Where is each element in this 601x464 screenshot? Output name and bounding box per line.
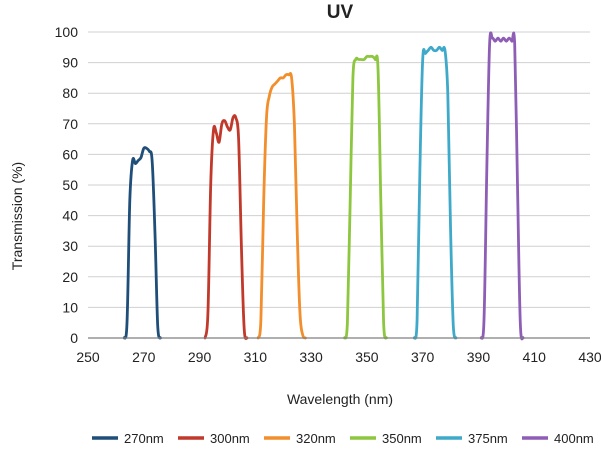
- y-tick-labels: 0 10 20 30 40 50 60 70 80 90 100: [55, 24, 79, 346]
- x-tick-label: 390: [467, 349, 491, 365]
- y-tick-label: 80: [62, 85, 78, 101]
- x-tick-label: 430: [578, 349, 601, 365]
- legend-label: 270nm: [124, 431, 164, 446]
- x-tick-label: 350: [355, 349, 379, 365]
- y-tick-label: 90: [62, 55, 78, 71]
- series-line-270nm: [122, 146, 162, 340]
- y-tick-label: 100: [55, 24, 79, 40]
- x-tick-label: 370: [411, 349, 435, 365]
- y-tick-label: 50: [62, 177, 78, 193]
- legend-label: 400nm: [554, 431, 594, 446]
- y-axis-label: Transmission (%): [9, 162, 25, 270]
- grid-layer: [88, 31, 590, 308]
- series-line-350nm: [343, 54, 388, 340]
- x-tick-labels: 250 270 290 310 330 350 370 390 410 430: [76, 349, 601, 365]
- legend-label: 375nm: [468, 431, 508, 446]
- legend-label: 350nm: [382, 431, 422, 446]
- series-line-375nm: [412, 45, 458, 340]
- y-tick-label: 60: [62, 146, 78, 162]
- legend-label: 300nm: [210, 431, 250, 446]
- y-tick-label: 0: [70, 330, 78, 346]
- series-line-300nm: [203, 114, 249, 340]
- x-tick-label: 290: [188, 349, 212, 365]
- x-axis-label: Wavelength (nm): [287, 391, 393, 407]
- series-line-400nm: [479, 31, 525, 341]
- x-tick-label: 250: [76, 349, 100, 365]
- y-tick-label: 40: [62, 208, 78, 224]
- chart-title: UV: [327, 2, 354, 23]
- series-layer: [122, 31, 525, 341]
- y-tick-label: 70: [62, 116, 78, 132]
- series-line-320nm: [256, 72, 307, 340]
- legend-label: 320nm: [296, 431, 336, 446]
- y-tick-label: 20: [62, 269, 78, 285]
- x-tick-label: 310: [244, 349, 268, 365]
- x-tick-label: 270: [132, 349, 156, 365]
- legend: 270nm 300nm 320nm 350nm 375nm 400nm: [92, 431, 594, 446]
- x-tick-label: 410: [523, 349, 547, 365]
- y-tick-label: 30: [62, 238, 78, 254]
- x-tick-label: 330: [299, 349, 323, 365]
- y-tick-label: 10: [62, 299, 78, 315]
